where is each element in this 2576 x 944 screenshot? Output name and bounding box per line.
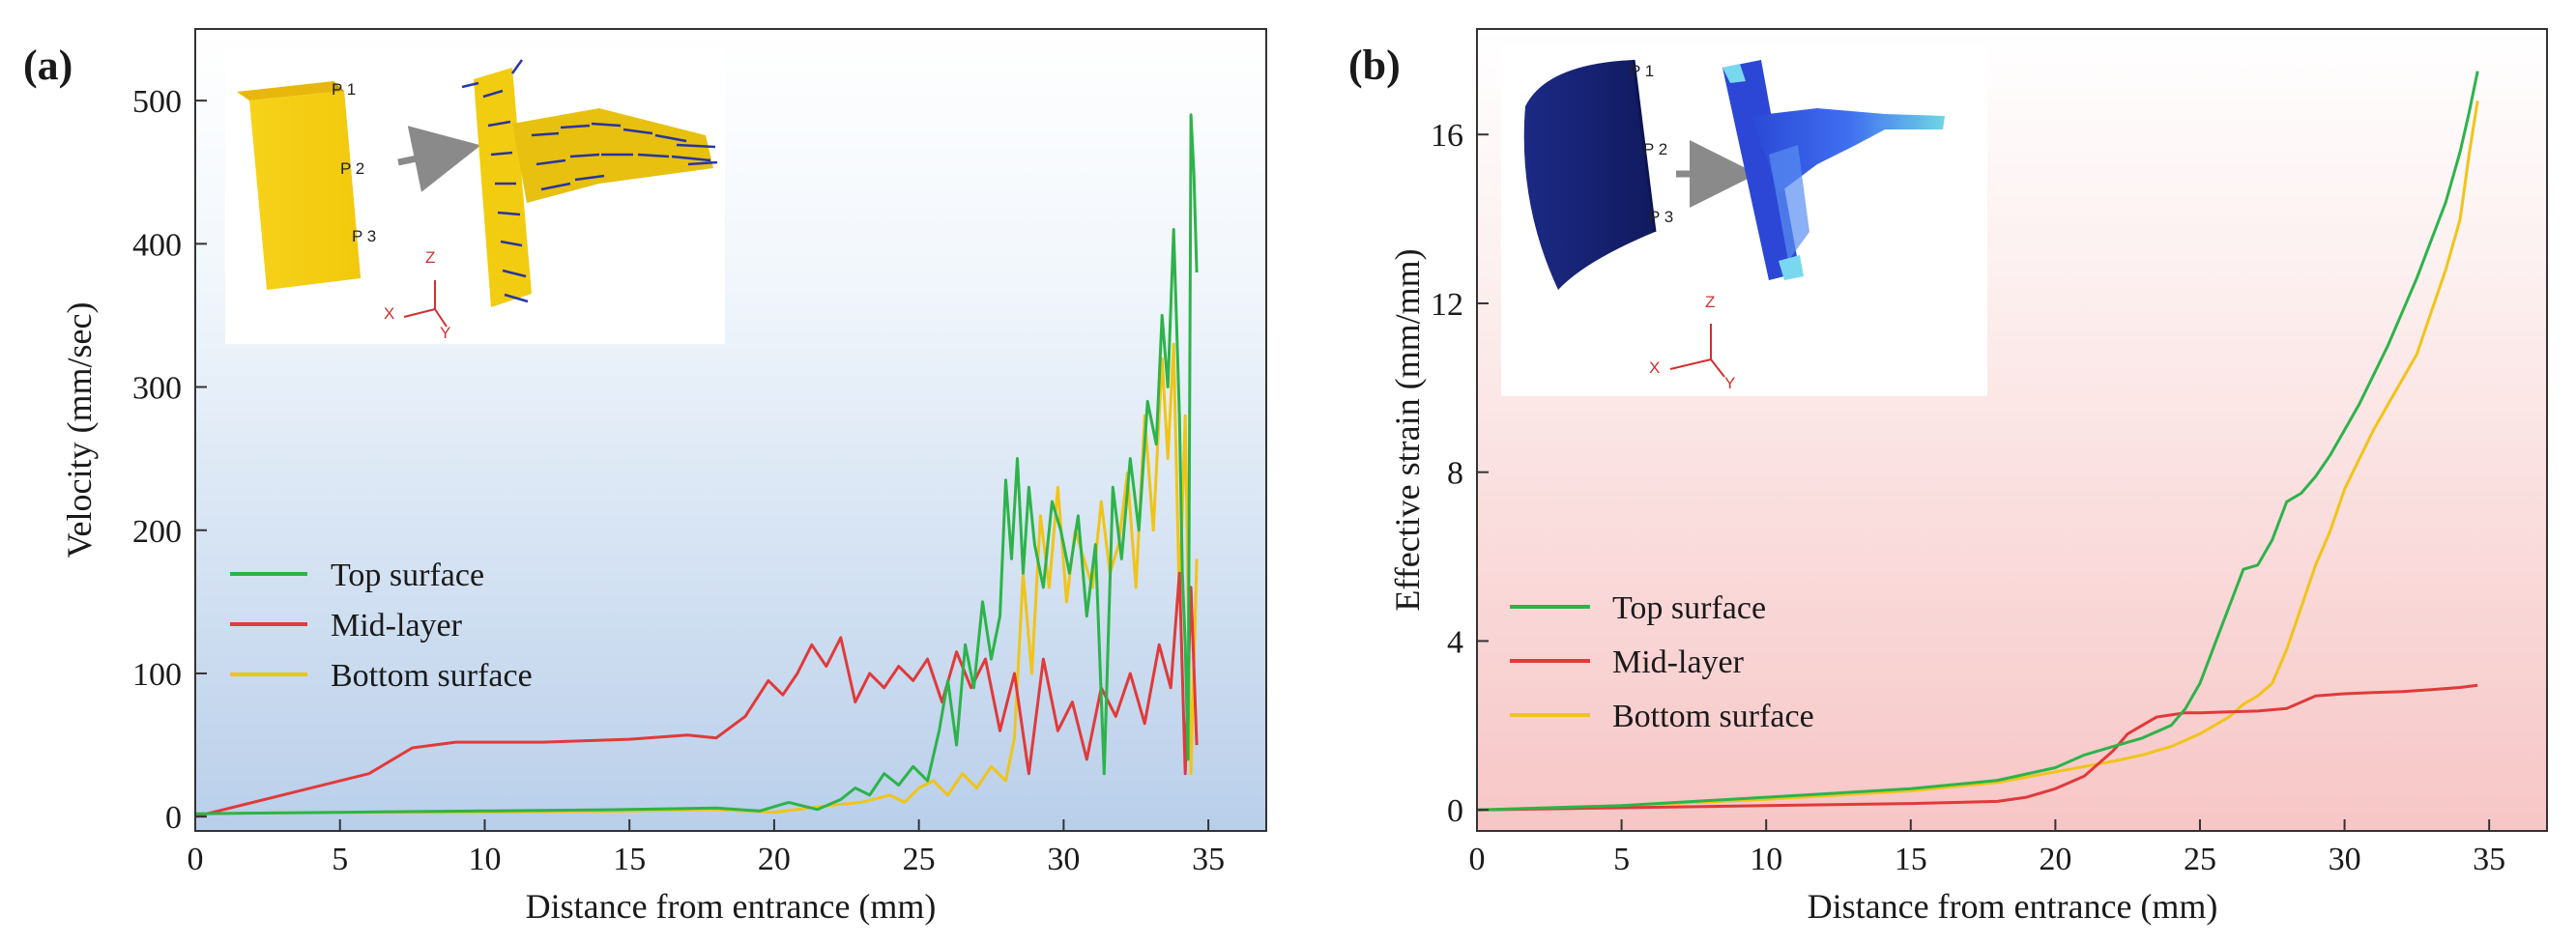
- strain-y-tick-label: 8: [1447, 456, 1463, 492]
- strain-series-group: [1476, 71, 2479, 812]
- velocity-x-tick-label: 20: [758, 842, 791, 877]
- t-section-velocity-field-icon: [461, 59, 718, 307]
- legend-a-top-label: Top surface: [331, 558, 484, 593]
- strain-x-tick-label: 25: [2184, 842, 2216, 877]
- velocity-y-tick-label: 0: [165, 800, 182, 836]
- strain-x-tick-label: 20: [2039, 842, 2071, 877]
- strain-x-tick-label: 5: [1613, 842, 1630, 877]
- strain-contour-inset: P 1 P 2 P 3 Z X Y: [1501, 46, 1987, 396]
- velocity-field-inset: P 1 P 2 P 3: [225, 46, 725, 344]
- strain-panel-label: (b): [1348, 42, 1401, 89]
- inset-b-axis-triad-icon: [1669, 324, 1725, 378]
- legend-a-mid-label: Mid-layer: [331, 608, 463, 644]
- inset-b-axis-y-label: Y: [1724, 374, 1735, 392]
- inset-b-point-label-2: P 2: [1643, 140, 1667, 158]
- t-section-strain-contour-icon: [1722, 60, 1945, 280]
- velocity-x-axis-title: Distance from entrance (mm): [526, 887, 937, 926]
- inset-a-point-label-3: P 3: [352, 227, 376, 245]
- velocity-x-tick-label: 0: [188, 842, 204, 877]
- velocity-y-axis-title: Velocity (mm/sec): [60, 302, 99, 558]
- strain-x-tick-label: 30: [2329, 842, 2361, 877]
- strain-y-tick-label: 16: [1431, 118, 1463, 154]
- velocity-y-tick-label: 500: [132, 84, 182, 120]
- legend-b-bottom-label: Bottom surface: [1612, 699, 1814, 734]
- inset-b-point-label-1: P 1: [1630, 62, 1654, 80]
- panel-b: P 1 P 2 P 3 Z X Y Top surface: [1348, 28, 2548, 926]
- velocity-x-tick-label: 15: [613, 842, 646, 877]
- velocity-bottom-surface-line: [194, 342, 1199, 815]
- strain-plot-frame: [1476, 28, 2548, 832]
- strain-axis-ticks: 0 5 10 15 20 25 30 35 0 4 8 12 16: [1431, 118, 2505, 877]
- velocity-plot-frame: [194, 28, 1267, 832]
- transform-arrow-icon: [397, 126, 481, 192]
- velocity-y-tick-label: 300: [132, 371, 182, 407]
- strain-y-tick-label: 12: [1431, 287, 1463, 323]
- velocity-x-tick-label: 5: [332, 842, 348, 877]
- billet-3d-block-icon: [237, 81, 361, 290]
- inset-b-axis-x-label: X: [1649, 358, 1660, 377]
- velocity-panel-label: (a): [23, 42, 72, 89]
- velocity-legend: Top surface Mid-layer Bottom surface: [230, 558, 533, 694]
- strain-legend: Top surface Mid-layer Bottom surface: [1510, 590, 1814, 734]
- inset-a-point-label-1: P 1: [332, 80, 356, 99]
- velocity-y-tick-label: 100: [132, 657, 182, 693]
- velocity-top-surface-line: [194, 113, 1199, 815]
- strain-x-tick-label: 35: [2473, 842, 2505, 877]
- inset-a-axis-triad-icon: [403, 280, 448, 328]
- strain-top-surface-line: [1476, 71, 2479, 812]
- strain-mid-layer-line: [1476, 683, 2478, 812]
- velocity-y-tick-label: 200: [132, 514, 182, 550]
- strain-bottom-surface-line: [1476, 100, 2479, 812]
- velocity-x-tick-label: 10: [468, 842, 501, 877]
- strain-x-tick-label: 0: [1469, 842, 1486, 877]
- velocity-x-tick-label: 25: [903, 842, 936, 877]
- billet-3d-cylinder-icon: [1523, 59, 1657, 290]
- velocity-axis-ticks: 0 5 10 15 20 25 30 35 0 100 200 300 400 500: [132, 84, 1225, 877]
- legend-b-mid-label: Mid-layer: [1612, 644, 1745, 680]
- strain-y-tick-label: 4: [1447, 624, 1463, 660]
- velocity-x-tick-label: 30: [1047, 842, 1080, 877]
- inset-a-axis-y-label: Y: [440, 324, 450, 342]
- velocity-y-tick-label: 400: [132, 227, 182, 263]
- strain-x-axis-title: Distance from entrance (mm): [1808, 887, 2218, 926]
- inset-a-axis-z-label: Z: [425, 248, 435, 267]
- velocity-series-group: [194, 113, 1199, 818]
- strain-y-tick-label: 0: [1447, 793, 1463, 829]
- panel-a: P 1 P 2 P 3: [23, 28, 1267, 926]
- inset-b-axis-z-label: Z: [1705, 293, 1715, 311]
- strain-x-tick-label: 15: [1895, 842, 1927, 877]
- inset-a-axis-x-label: X: [384, 304, 394, 323]
- strain-y-axis-title: Effective strain (mm/mm): [1388, 248, 1427, 611]
- legend-b-top-label: Top surface: [1612, 590, 1766, 626]
- legend-a-bottom-label: Bottom surface: [331, 658, 533, 694]
- velocity-x-tick-label: 35: [1192, 842, 1225, 877]
- velocity-mid-layer-line: [194, 571, 1199, 818]
- inset-b-point-label-3: P 3: [1649, 208, 1673, 226]
- inset-a-point-label-2: P 2: [340, 159, 364, 178]
- strain-x-tick-label: 10: [1750, 842, 1782, 877]
